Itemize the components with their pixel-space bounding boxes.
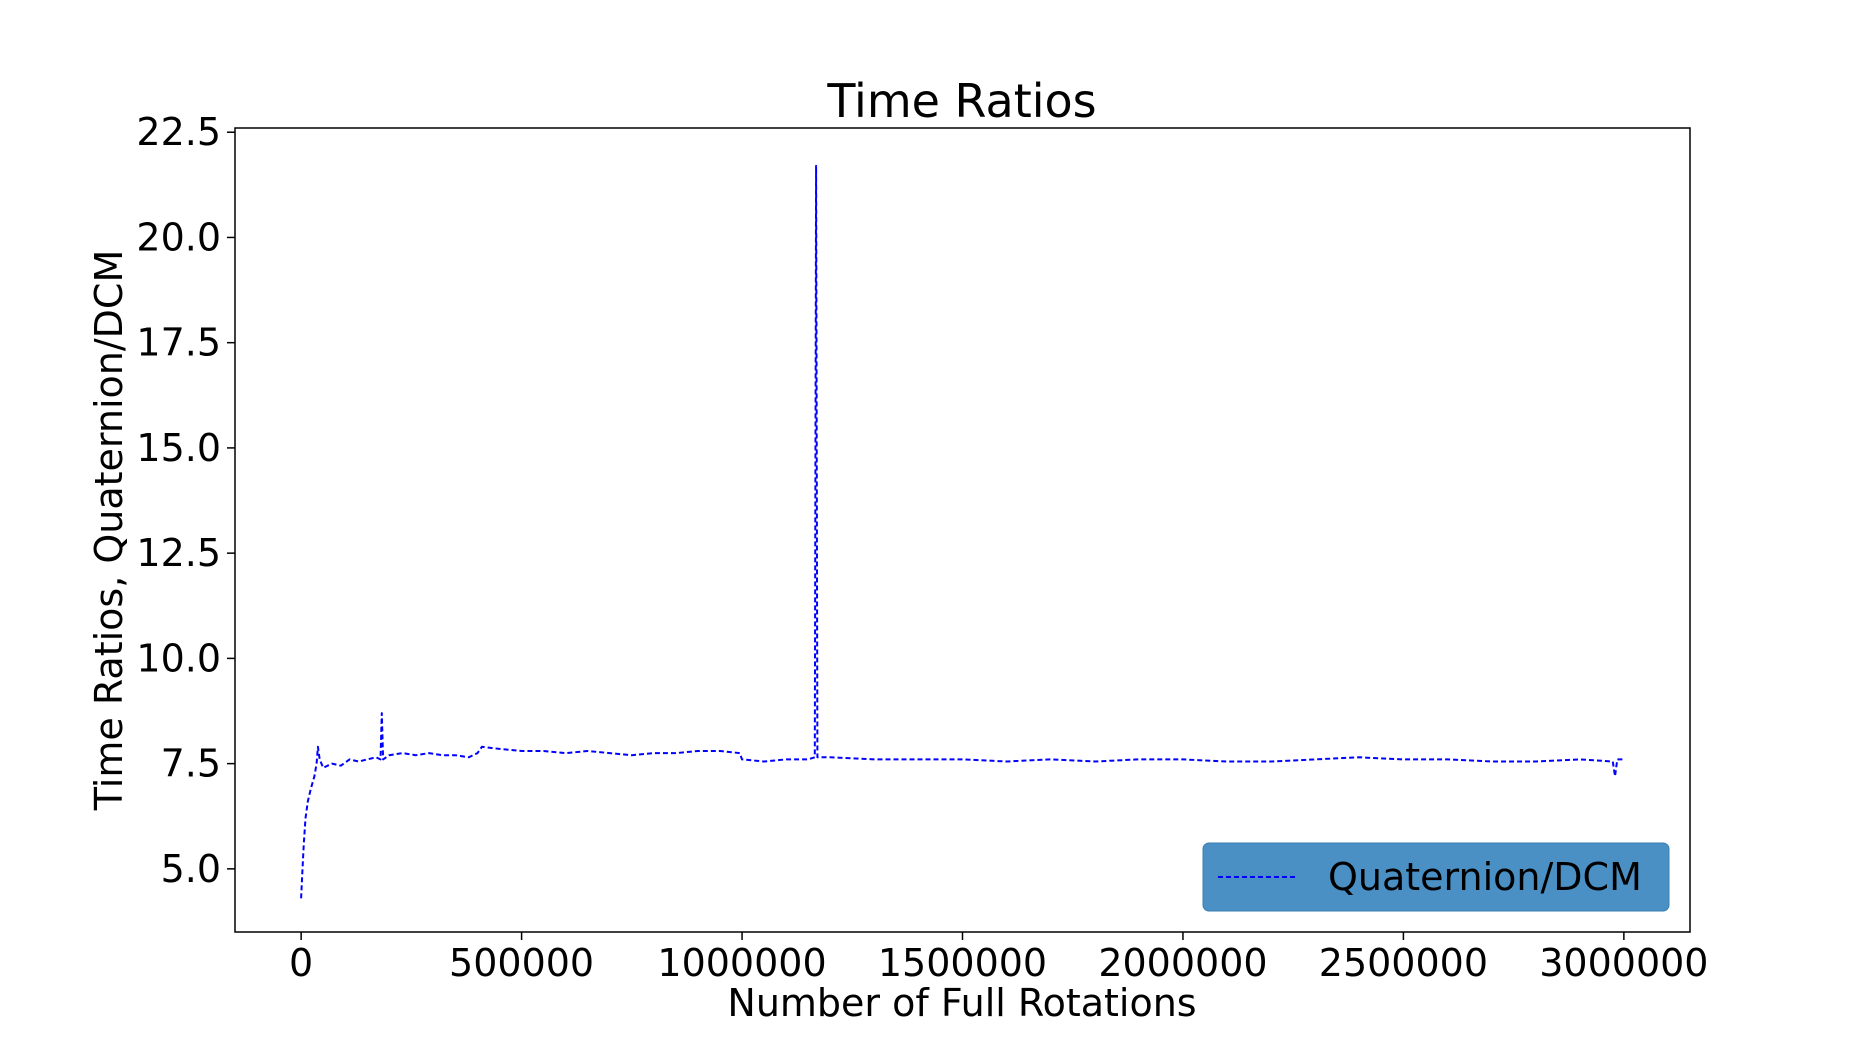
series-line-0 — [300, 164, 1624, 899]
x-tick-label: 1000000 — [657, 941, 826, 985]
x-tick-label: 0 — [289, 941, 313, 985]
y-tick-label: 17.5 — [136, 321, 221, 365]
x-tick-label: 1500000 — [878, 941, 1047, 985]
x-tick-label: 500000 — [449, 941, 594, 985]
legend[interactable]: Quaternion/DCM — [1202, 842, 1670, 912]
x-tick-label: 3000000 — [1539, 941, 1708, 985]
y-tick-label: 20.0 — [136, 215, 221, 259]
legend-box — [1202, 842, 1670, 912]
x-tick-label: 2000000 — [1098, 941, 1267, 985]
legend-label: Quaternion/DCM — [1328, 855, 1642, 899]
y-tick-label: 5.0 — [161, 847, 221, 891]
y-tick-label: 12.5 — [136, 531, 221, 575]
x-tick-label: 2500000 — [1319, 941, 1488, 985]
chart-title: Time Ratios — [826, 74, 1096, 128]
y-axis-title: Time Ratios, Quaternion/DCM — [87, 250, 131, 811]
series-layer — [300, 164, 1624, 899]
x-axis-title: Number of Full Rotations — [727, 981, 1196, 1025]
x-axis: 0 500000 1000000 1500000 2000000 2500000 30000… — [289, 932, 1708, 985]
y-axis: 5.0 7.5 10.0 12.5 15.0 17.5 20.0 22.5 — [136, 110, 235, 891]
y-tick-label: 7.5 — [161, 742, 221, 786]
y-tick-label: 10.0 — [136, 636, 221, 680]
y-tick-label: 22.5 — [136, 110, 221, 154]
y-tick-label: 15.0 — [136, 426, 221, 470]
